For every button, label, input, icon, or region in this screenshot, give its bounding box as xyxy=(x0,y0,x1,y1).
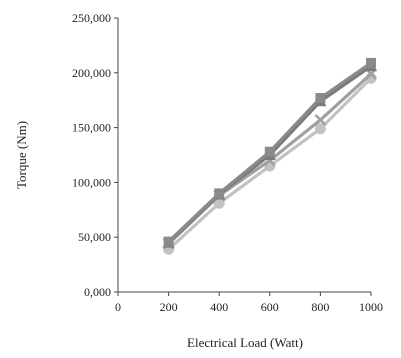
x-tick-label: 1000 xyxy=(359,300,383,314)
y-tick-label: 0,000 xyxy=(84,285,111,299)
data-point xyxy=(315,93,326,104)
data-point xyxy=(264,146,275,157)
data-point xyxy=(163,236,174,247)
x-tick-label: 0 xyxy=(115,300,121,314)
x-tick-label: 800 xyxy=(311,300,329,314)
x-tick-label: 200 xyxy=(160,300,178,314)
y-axis-title: Torque (Nm) xyxy=(14,121,29,189)
y-tick-label: 250,000 xyxy=(72,11,111,25)
y-tick-label: 100,000 xyxy=(72,175,111,189)
y-axis-ticks: 0,000 50,000 100,000 150,000 200,000 250,000 xyxy=(72,11,118,299)
y-tick-label: 50,000 xyxy=(78,230,111,244)
series-layer xyxy=(162,57,377,255)
data-point xyxy=(314,114,327,126)
series-1 xyxy=(163,57,376,247)
series-4 xyxy=(163,72,377,255)
x-axis-ticks: 0 200 400 600 800 1000 xyxy=(115,292,383,314)
x-tick-label: 400 xyxy=(210,300,228,314)
data-point xyxy=(366,57,376,68)
y-tick-label: 150,000 xyxy=(72,121,111,135)
y-tick-label: 200,000 xyxy=(72,66,111,80)
x-tick-label: 600 xyxy=(261,300,279,314)
data-point xyxy=(314,123,326,135)
x-axis-title: Electrical Load (Watt) xyxy=(187,335,303,350)
data-point xyxy=(214,188,225,199)
data-point xyxy=(213,197,225,209)
